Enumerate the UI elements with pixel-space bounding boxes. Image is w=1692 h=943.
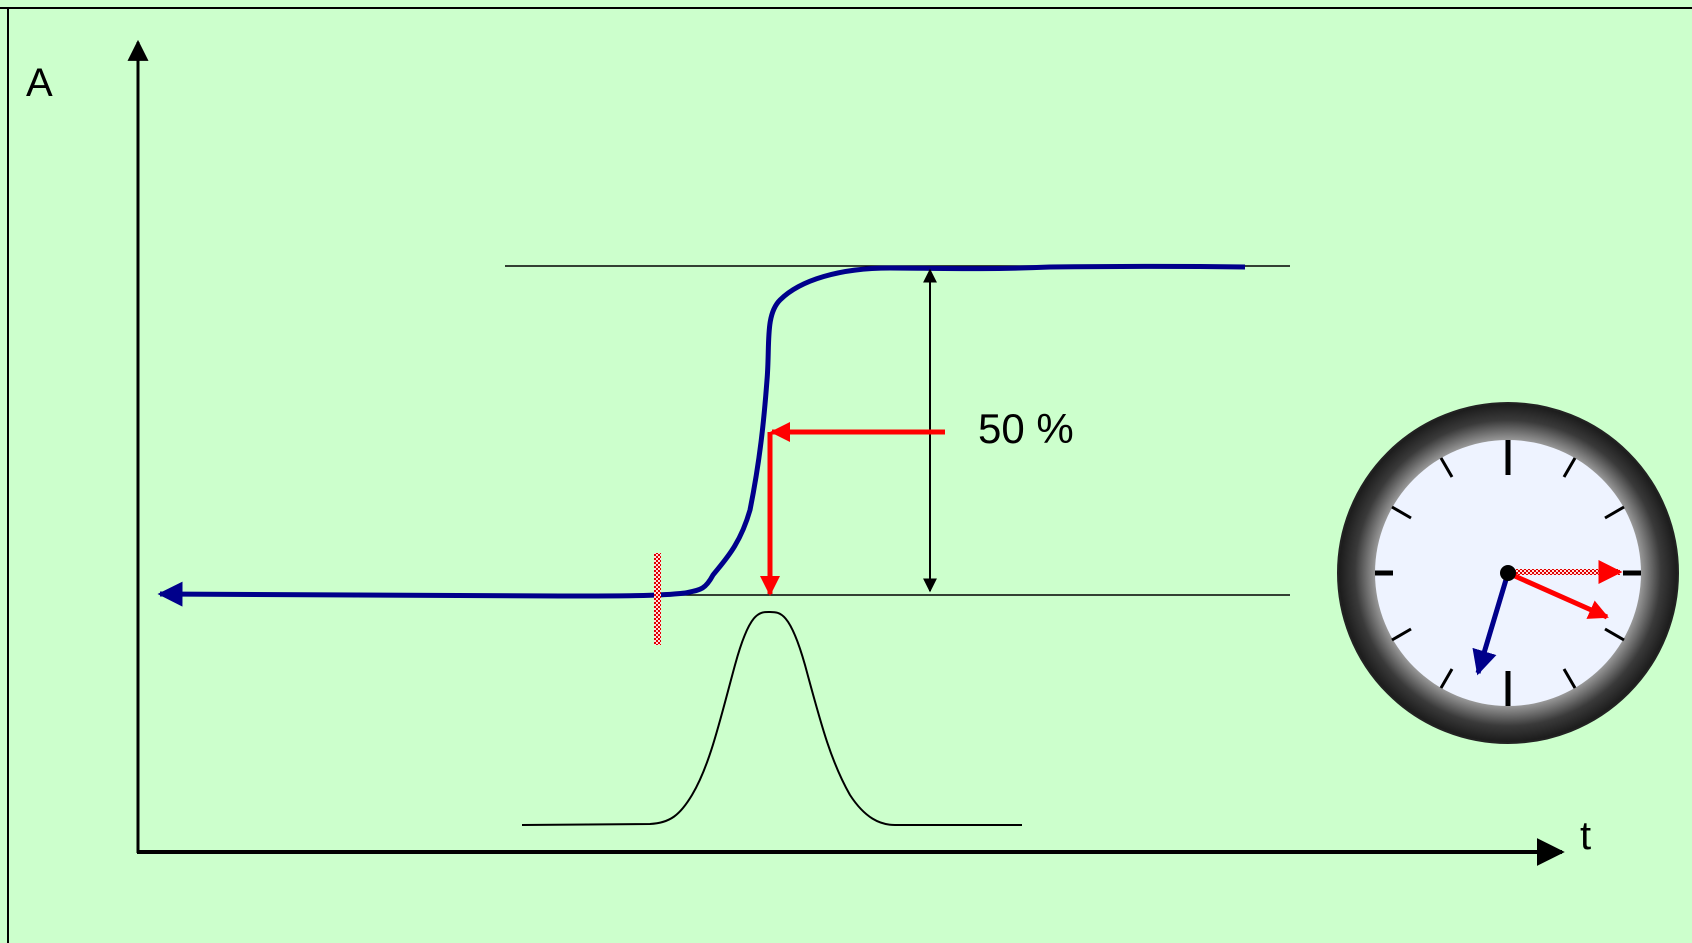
peak-curve bbox=[521, 610, 1022, 826]
fifty-percent-label: 50 % bbox=[978, 405, 1074, 452]
breakthrough-curve bbox=[157, 263, 1246, 607]
clock-red-hand bbox=[1506, 570, 1609, 620]
frame-top-border bbox=[0, 7, 1692, 9]
clock-icon bbox=[1337, 402, 1679, 744]
y-axis-label: A bbox=[26, 61, 53, 105]
injection-marker bbox=[654, 553, 661, 645]
x-axis-label: t bbox=[1580, 814, 1591, 858]
frame-left-border bbox=[7, 7, 9, 943]
clock-blue-hand bbox=[1472, 572, 1511, 676]
